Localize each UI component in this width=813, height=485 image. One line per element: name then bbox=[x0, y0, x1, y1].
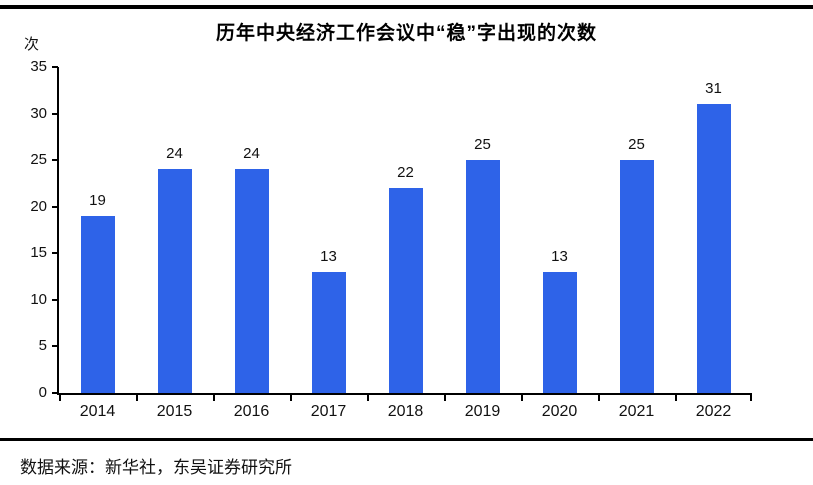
y-tick-label: 5 bbox=[38, 337, 47, 355]
bar-value-label: 24 bbox=[243, 145, 260, 163]
y-tick-label: 10 bbox=[30, 290, 47, 308]
bar-value-label: 31 bbox=[705, 80, 722, 98]
y-tick-label: 30 bbox=[30, 104, 47, 122]
plot-area: 0 5 10 15 20 25 30 35 19 2014 24 2015 24 2016 13 2017 22… bbox=[30, 58, 752, 420]
x-axis-tick bbox=[59, 395, 61, 401]
bar-2016 bbox=[234, 169, 269, 393]
bar-2018 bbox=[388, 188, 423, 393]
bar-value-label: 25 bbox=[474, 136, 491, 154]
x-axis-tick bbox=[367, 395, 369, 401]
x-category-label: 2020 bbox=[541, 403, 578, 420]
bar-2020 bbox=[542, 271, 577, 393]
bar-value-label: 22 bbox=[397, 164, 414, 182]
y-axis-tick bbox=[52, 66, 58, 68]
bar-value-label: 25 bbox=[628, 136, 645, 154]
y-axis-tick bbox=[52, 392, 58, 394]
x-category-label: 2014 bbox=[79, 403, 116, 420]
x-category-label: 2022 bbox=[695, 403, 732, 420]
y-tick-label: 20 bbox=[30, 197, 47, 215]
y-axis-unit-label: 次 bbox=[24, 36, 40, 53]
y-tick-label: 0 bbox=[38, 384, 47, 401]
y-tick-label: 25 bbox=[30, 151, 47, 169]
x-category-label: 2016 bbox=[233, 403, 270, 420]
x-axis-tick bbox=[750, 395, 752, 401]
bar-value-label: 24 bbox=[166, 145, 183, 163]
x-axis-tick bbox=[598, 395, 600, 401]
y-axis-tick bbox=[52, 345, 58, 348]
y-tick-label: 15 bbox=[30, 244, 47, 262]
x-axis-tick bbox=[136, 395, 138, 401]
bar-value-label: 13 bbox=[551, 247, 568, 265]
x-category-label: 2019 bbox=[464, 403, 501, 420]
x-axis-tick bbox=[521, 395, 523, 401]
y-axis-tick bbox=[52, 205, 58, 208]
x-axis-tick bbox=[675, 395, 677, 401]
x-axis-tick bbox=[213, 395, 215, 401]
bar-2017 bbox=[311, 271, 346, 393]
chart-title: 历年中央经济工作会议中“稳”字出现的次数 bbox=[215, 23, 597, 44]
x-category-label: 2015 bbox=[156, 403, 193, 420]
y-axis-tick bbox=[52, 112, 58, 115]
x-category-label: 2017 bbox=[310, 403, 347, 420]
bottom-rule bbox=[0, 438, 813, 441]
x-axis-tick bbox=[290, 395, 292, 401]
y-tick-label: 35 bbox=[30, 58, 47, 75]
bar-2015 bbox=[157, 169, 192, 393]
y-axis-tick bbox=[52, 298, 58, 301]
bar-2021 bbox=[619, 160, 654, 393]
bar-2014 bbox=[80, 216, 115, 393]
top-rule bbox=[0, 5, 813, 9]
bar-value-label: 19 bbox=[89, 192, 106, 210]
bar-2019 bbox=[465, 160, 500, 393]
x-axis-tick bbox=[444, 395, 446, 401]
x-category-label: 2021 bbox=[618, 403, 655, 420]
x-category-label: 2018 bbox=[387, 403, 424, 420]
y-axis-tick bbox=[52, 159, 58, 162]
y-axis-tick bbox=[52, 252, 58, 255]
bar-value-label: 13 bbox=[320, 247, 337, 265]
data-source-note: 数据来源：新华社，东吴证券研究所 bbox=[20, 458, 292, 478]
bar-2022 bbox=[696, 104, 731, 393]
